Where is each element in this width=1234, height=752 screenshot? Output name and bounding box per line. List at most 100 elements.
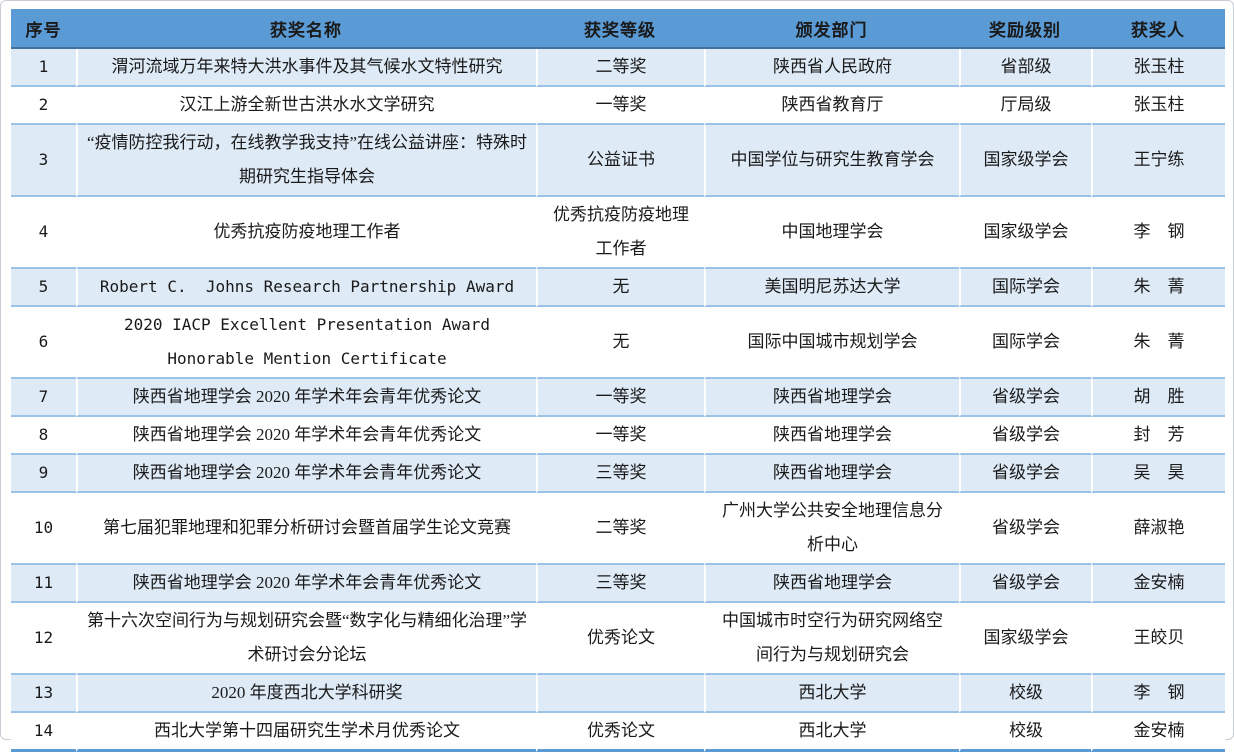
cell-awardee: 封 芳 [1091, 417, 1225, 455]
cell-rank: 厅局级 [959, 87, 1091, 125]
table-header-row: 序号 获奖名称 获奖等级 颁发部门 奖励级别 获奖人 [11, 9, 1225, 49]
cell-awardee: 金安楠 [1091, 565, 1225, 603]
column-header-index: 序号 [11, 9, 76, 49]
cell-level: 优秀论文 [536, 603, 704, 675]
cell-rank: 省部级 [959, 49, 1091, 87]
cell-department: 陕西省教育厅 [704, 87, 959, 125]
cell-name: 优秀抗疫防疫地理工作者 [76, 197, 536, 269]
cell-name: 第十六次空间行为与规划研究会暨“数字化与精细化治理”学术研讨会分论坛 [76, 603, 536, 675]
table-row: 6 2020 IACP Excellent Presentation Award … [11, 307, 1225, 379]
cell-awardee: 吴 昊 [1091, 455, 1225, 493]
cell-level: 优秀论文 [536, 713, 704, 752]
cell-index: 10 [11, 493, 76, 565]
cell-department: 陕西省人民政府 [704, 49, 959, 87]
table-row: 8 陕西省地理学会 2020 年学术年会青年优秀论文 一等奖 陕西省地理学会 省级学会封… [11, 417, 1225, 455]
cell-department: 中国城市时空行为研究网络空间行为与规划研究会 [704, 603, 959, 675]
cell-index: 9 [11, 455, 76, 493]
cell-index: 13 [11, 675, 76, 713]
table-row: 11 陕西省地理学会 2020 年学术年会青年优秀论文 三等奖 陕西省地理学会 省级学会… [11, 565, 1225, 603]
cell-level: 一等奖 [536, 417, 704, 455]
cell-name: “疫情防控我行动，在线教学我支持”在线公益讲座：特殊时期研究生指导体会 [76, 125, 536, 197]
cell-department: 西北大学 [704, 713, 959, 752]
table-row: 5 Robert C. Johns Research Partnership Aw… [11, 269, 1225, 307]
cell-department: 国际中国城市规划学会 [704, 307, 959, 379]
cell-rank: 国际学会 [959, 307, 1091, 379]
cell-name: 陕西省地理学会 2020 年学术年会青年优秀论文 [76, 417, 536, 455]
cell-name: 陕西省地理学会 2020 年学术年会青年优秀论文 [76, 455, 536, 493]
cell-department: 陕西省地理学会 [704, 565, 959, 603]
cell-level: 公益证书 [536, 125, 704, 197]
cell-rank: 省级学会 [959, 565, 1091, 603]
cell-index: 6 [11, 307, 76, 379]
cell-name: 陕西省地理学会 2020 年学术年会青年优秀论文 [76, 565, 536, 603]
cell-name: 陕西省地理学会 2020 年学术年会青年优秀论文 [76, 379, 536, 417]
table-row: 3 “疫情防控我行动，在线教学我支持”在线公益讲座：特殊时期研究生指导体会 公益证书… [11, 125, 1225, 197]
cell-department: 陕西省地理学会 [704, 455, 959, 493]
cell-awardee: 朱 菁 [1091, 269, 1225, 307]
cell-level: 三等奖 [536, 455, 704, 493]
cell-level: 无 [536, 307, 704, 379]
cell-awardee: 张玉柱 [1091, 87, 1225, 125]
cell-rank: 省级学会 [959, 379, 1091, 417]
cell-department: 陕西省地理学会 [704, 417, 959, 455]
column-header-name: 获奖名称 [76, 9, 536, 49]
table-body: 1 渭河流域万年来特大洪水事件及其气候水文特性研究 二等奖 陕西省人民政府 省部级 张玉柱… [11, 49, 1225, 752]
table-row: 9 陕西省地理学会 2020 年学术年会青年优秀论文 三等奖 陕西省地理学会 省级学会吴… [11, 455, 1225, 493]
cell-level: 二等奖 [536, 493, 704, 565]
cell-awardee: 王皎贝 [1091, 603, 1225, 675]
cell-name: Robert C. Johns Research Partnership Awa… [76, 269, 536, 307]
cell-index: 8 [11, 417, 76, 455]
table-row: 14 西北大学第十四届研究生学术月优秀论文 优秀论文 西北大学 校级 金安楠 [11, 713, 1225, 752]
cell-level: 一等奖 [536, 87, 704, 125]
cell-department: 中国学位与研究生教育学会 [704, 125, 959, 197]
cell-level: 三等奖 [536, 565, 704, 603]
cell-rank: 省级学会 [959, 417, 1091, 455]
column-header-awardee: 获奖人 [1091, 9, 1225, 49]
cell-name: 西北大学第十四届研究生学术月优秀论文 [76, 713, 536, 752]
table-row: 10 第七届犯罪地理和犯罪分析研讨会暨首届学生论文竞赛 二等奖 广州大学公共安全地理信… [11, 493, 1225, 565]
table-row: 2 汉江上游全新世古洪水水文学研究 一等奖 陕西省教育厅 厅局级 张玉柱 [11, 87, 1225, 125]
cell-rank: 校级 [959, 713, 1091, 752]
table-row: 13 2020 年度西北大学科研奖 西北大学 校级李 钢 [11, 675, 1225, 713]
cell-level: 无 [536, 269, 704, 307]
cell-rank: 国家级学会 [959, 197, 1091, 269]
cell-rank: 国家级学会 [959, 603, 1091, 675]
cell-index: 11 [11, 565, 76, 603]
cell-rank: 国家级学会 [959, 125, 1091, 197]
cell-awardee: 李 钢 [1091, 197, 1225, 269]
cell-department: 美国明尼苏达大学 [704, 269, 959, 307]
cell-index: 3 [11, 125, 76, 197]
cell-awardee: 王宁练 [1091, 125, 1225, 197]
table-row: 12 第十六次空间行为与规划研究会暨“数字化与精细化治理”学术研讨会分论坛 优秀论文… [11, 603, 1225, 675]
cell-rank: 省级学会 [959, 493, 1091, 565]
cell-index: 12 [11, 603, 76, 675]
cell-name: 第七届犯罪地理和犯罪分析研讨会暨首届学生论文竞赛 [76, 493, 536, 565]
awards-table: 序号 获奖名称 获奖等级 颁发部门 奖励级别 获奖人 1 渭河流域万年来特大洪水事… [11, 9, 1225, 752]
cell-level: 一等奖 [536, 379, 704, 417]
cell-rank: 校级 [959, 675, 1091, 713]
column-header-level: 获奖等级 [536, 9, 704, 49]
cell-awardee: 李 钢 [1091, 675, 1225, 713]
cell-index: 4 [11, 197, 76, 269]
cell-name: 汉江上游全新世古洪水水文学研究 [76, 87, 536, 125]
cell-department: 西北大学 [704, 675, 959, 713]
cell-department: 陕西省地理学会 [704, 379, 959, 417]
table-row: 1 渭河流域万年来特大洪水事件及其气候水文特性研究 二等奖 陕西省人民政府 省部级 张玉柱 [11, 49, 1225, 87]
table-row: 7 陕西省地理学会 2020 年学术年会青年优秀论文 一等奖 陕西省地理学会 省级学会胡… [11, 379, 1225, 417]
cell-awardee: 张玉柱 [1091, 49, 1225, 87]
cell-name: 2020 IACP Excellent Presentation Award H… [76, 307, 536, 379]
cell-awardee: 胡 胜 [1091, 379, 1225, 417]
cell-level: 二等奖 [536, 49, 704, 87]
cell-awardee: 朱 菁 [1091, 307, 1225, 379]
cell-level: 优秀抗疫防疫地理工作者 [536, 197, 704, 269]
cell-awardee: 薛淑艳 [1091, 493, 1225, 565]
cell-department: 广州大学公共安全地理信息分析中心 [704, 493, 959, 565]
cell-index: 2 [11, 87, 76, 125]
column-header-rank: 奖励级别 [959, 9, 1091, 49]
cell-rank: 国际学会 [959, 269, 1091, 307]
column-header-department: 颁发部门 [704, 9, 959, 49]
cell-rank: 省级学会 [959, 455, 1091, 493]
table-row: 4 优秀抗疫防疫地理工作者 优秀抗疫防疫地理工作者 中国地理学会 国家级学会李 钢 [11, 197, 1225, 269]
cell-level [536, 675, 704, 713]
